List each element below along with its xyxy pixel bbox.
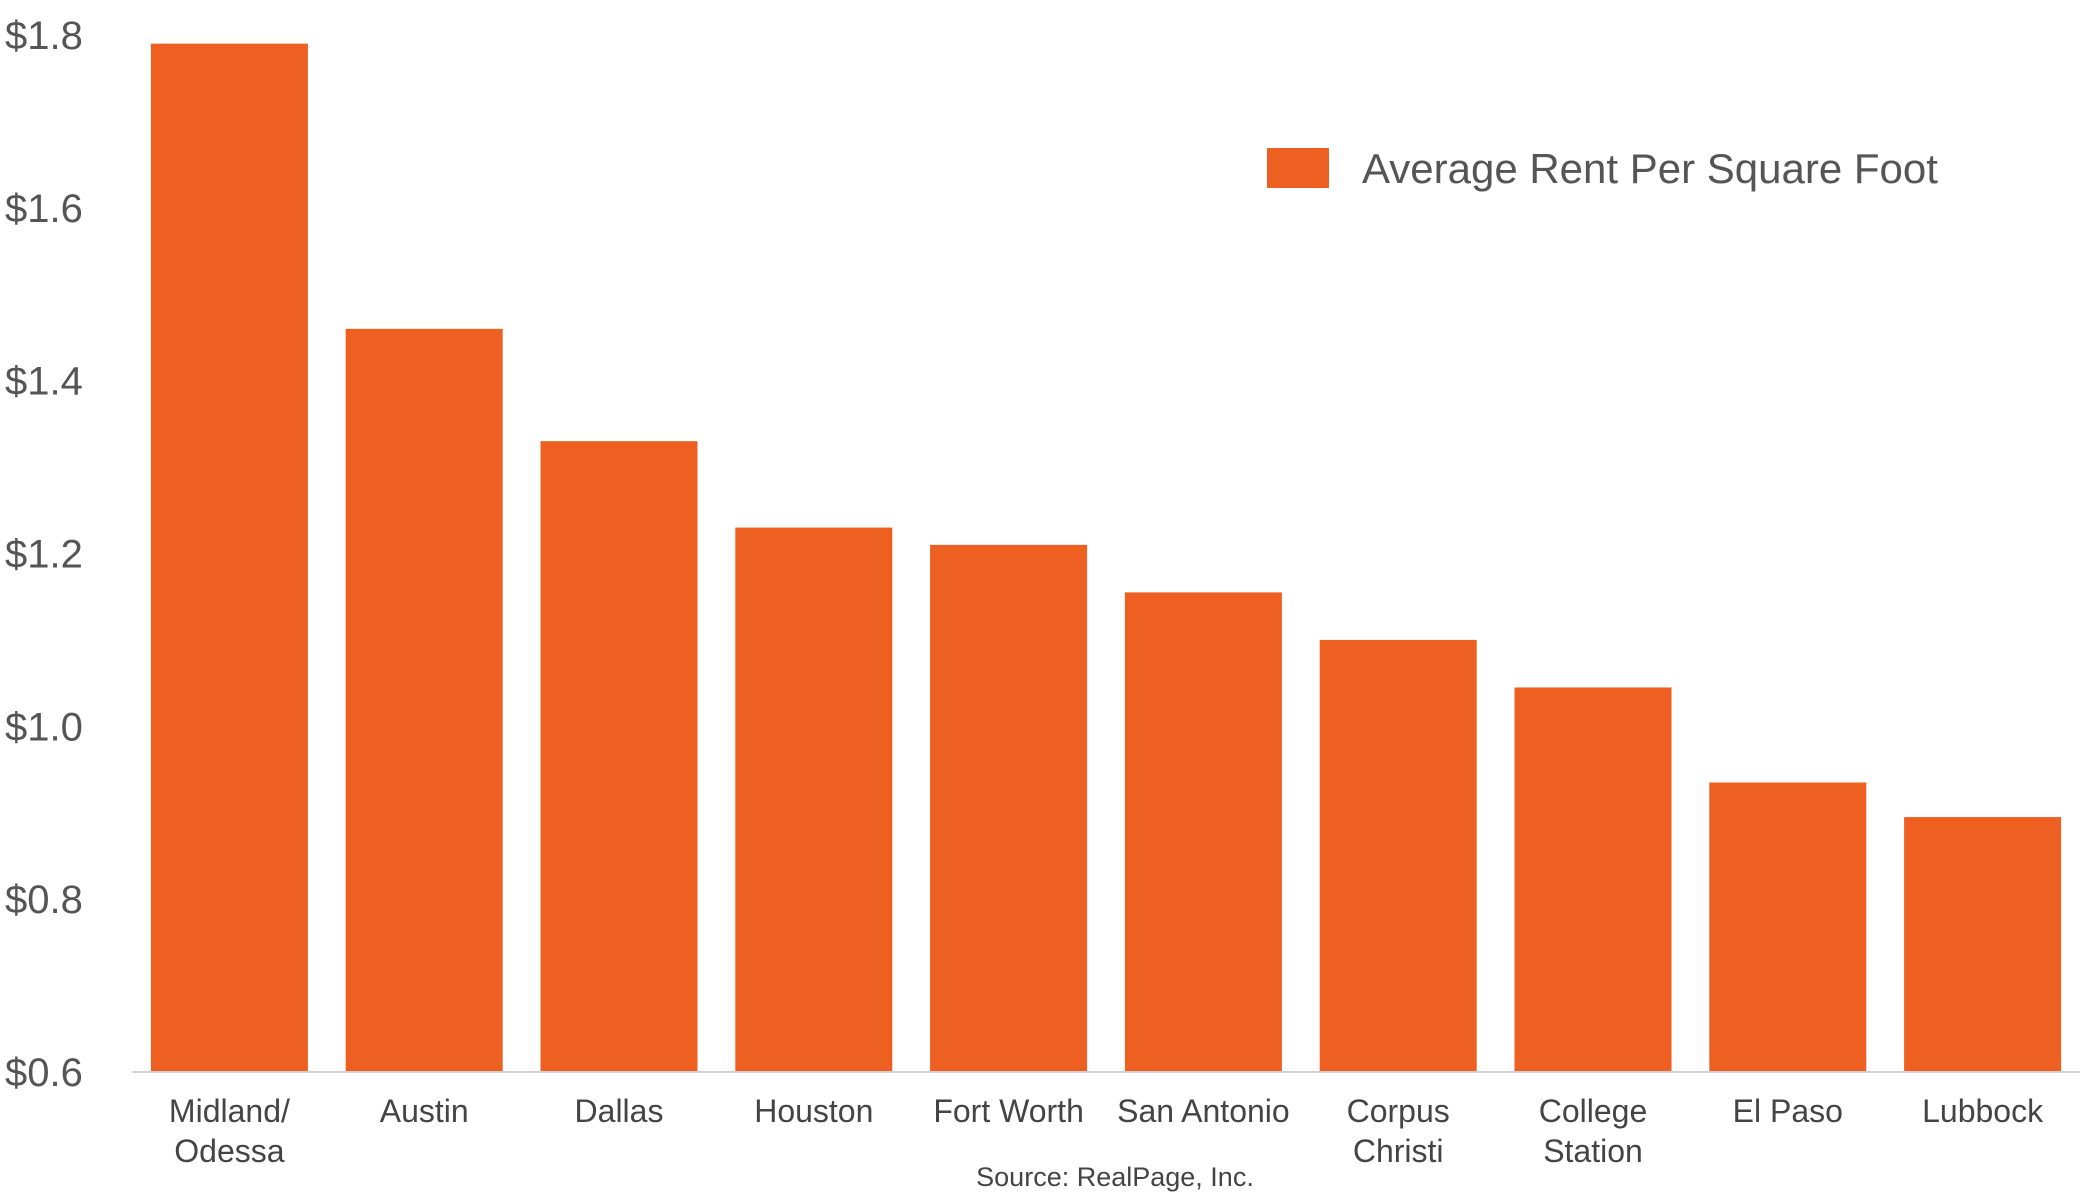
x-tick-label: Houston	[754, 1093, 873, 1129]
bar	[1319, 639, 1477, 1072]
bar	[1904, 817, 2062, 1072]
bar	[150, 43, 308, 1072]
legend-swatch	[1267, 148, 1329, 188]
x-tick-label: Midland/Odessa	[169, 1093, 290, 1169]
y-tick-label: $1.4	[5, 360, 83, 404]
bar	[1124, 592, 1282, 1072]
x-tick-label: Fort Worth	[933, 1093, 1084, 1129]
y-tick-label: $0.8	[5, 878, 83, 922]
x-axis: Midland/Odessa Austin Dallas Houston Fort Wo…	[169, 1093, 2044, 1169]
bar	[1709, 782, 1867, 1072]
x-tick-label: College Station	[1539, 1093, 1648, 1169]
bars-group	[150, 43, 2062, 1072]
x-tick-label: Lubbock	[1922, 1093, 2044, 1129]
y-tick-label: $1.8	[5, 14, 83, 58]
x-tick-label: El Paso	[1733, 1093, 1843, 1129]
x-tick-label: Austin	[380, 1093, 469, 1129]
bar	[930, 544, 1088, 1072]
bar	[735, 527, 893, 1072]
legend-label: Average Rent Per Square Foot	[1362, 145, 1938, 192]
y-tick-label: $0.6	[5, 1051, 83, 1095]
bar	[540, 441, 698, 1072]
x-tick-label: Corpus Christi	[1347, 1093, 1450, 1169]
source-note: Source: RealPage, Inc.	[976, 1162, 1254, 1192]
x-tick-label: San Antonio	[1117, 1093, 1290, 1129]
y-tick-label: $1.2	[5, 533, 83, 577]
legend: Average Rent Per Square Foot	[1267, 145, 1938, 192]
x-tick-label: Dallas	[575, 1093, 664, 1129]
bar	[1514, 687, 1672, 1072]
bar	[345, 328, 503, 1072]
y-tick-label: $1.0	[5, 705, 83, 749]
y-axis: $0.6 $0.8 $1.0 $1.2 $1.4 $1.6 $1.8	[5, 14, 83, 1095]
y-tick-label: $1.6	[5, 187, 83, 231]
